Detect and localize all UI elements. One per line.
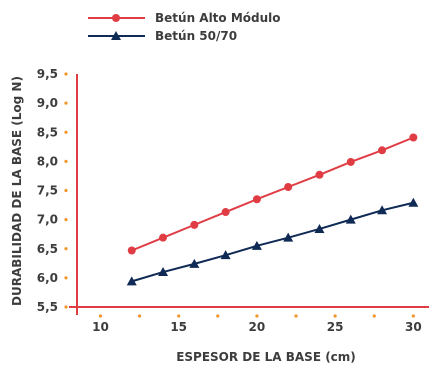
y-tick-dot	[64, 247, 68, 251]
legend-label: Betún Alto Módulo	[155, 11, 281, 25]
y-tick-dot	[64, 130, 68, 134]
y-tick-dot	[64, 101, 68, 105]
data-point	[158, 267, 169, 277]
data-point	[346, 157, 355, 166]
legend-marker	[111, 31, 121, 40]
y-axis-title: DURABILIDAD DE LA BASE (Log N)	[10, 76, 24, 306]
data-point	[314, 223, 325, 233]
y-tick-label: 5,5	[37, 300, 58, 314]
data-point	[159, 233, 168, 242]
data-point	[408, 197, 419, 207]
x-tick-dot	[216, 314, 220, 318]
series-line	[131, 201, 414, 283]
x-tick-dot	[372, 314, 376, 318]
x-tick-labels: 10 15 20 25 30	[92, 320, 422, 334]
x-tick-dot	[333, 314, 337, 318]
y-tick-dot	[64, 72, 68, 76]
x-tick-dot	[294, 314, 298, 318]
tick-dots	[64, 72, 415, 318]
legend-label: Betún 50/70	[155, 29, 237, 43]
data-point	[409, 133, 418, 142]
data-point	[378, 146, 387, 155]
y-tick-labels: 5,5 6,0 6,5 7,0 7,5 8,0 8,5 9,0 9,5	[37, 67, 58, 314]
y-tick-dot	[64, 276, 68, 280]
data-point	[284, 183, 293, 192]
x-tick-label: 20	[249, 320, 266, 334]
x-tick-dot	[411, 314, 415, 318]
y-tick-label: 9,0	[37, 96, 58, 110]
x-axis-title: ESPESOR DE LA BASE (cm)	[176, 350, 356, 364]
y-tick-dot	[64, 159, 68, 163]
legend-item: Betún 50/70	[88, 29, 237, 43]
data-point	[315, 170, 324, 179]
x-tick-dot	[255, 314, 259, 318]
data-point	[126, 276, 137, 286]
series-1	[127, 133, 418, 255]
data-point	[251, 240, 262, 250]
data-point	[345, 214, 356, 224]
axes	[69, 74, 429, 315]
x-tick-label: 10	[92, 320, 109, 334]
legend-marker	[112, 14, 120, 22]
x-tick-label: 15	[170, 320, 187, 334]
y-tick-label: 6,0	[37, 271, 58, 285]
x-tick-dot	[98, 314, 103, 318]
data-point	[221, 208, 230, 217]
series-2	[126, 197, 419, 286]
y-tick-dot	[64, 218, 68, 222]
data-point	[220, 250, 231, 260]
data-point	[377, 205, 388, 215]
series-group	[126, 133, 419, 286]
x-tick-dot	[137, 314, 142, 318]
series-line	[131, 136, 414, 252]
data-point	[127, 246, 136, 255]
data-point	[252, 195, 261, 204]
x-tick-label: 25	[327, 320, 344, 334]
y-tick-label: 7,0	[37, 213, 58, 227]
legend: Betún Alto Módulo Betún 50/70	[88, 11, 281, 43]
data-point	[189, 258, 200, 268]
y-tick-label: 8,0	[37, 154, 58, 168]
y-tick-label: 8,5	[37, 125, 58, 139]
legend-item: Betún Alto Módulo	[88, 11, 281, 25]
y-tick-label: 6,5	[37, 242, 58, 256]
data-point	[283, 232, 294, 242]
y-tick-label: 9,5	[37, 67, 58, 81]
y-tick-label: 7,5	[37, 184, 58, 198]
y-tick-dot	[64, 305, 68, 309]
x-tick-dot	[177, 314, 181, 318]
y-tick-dot	[64, 188, 68, 193]
data-point	[190, 220, 199, 229]
x-tick-label: 30	[405, 320, 422, 334]
